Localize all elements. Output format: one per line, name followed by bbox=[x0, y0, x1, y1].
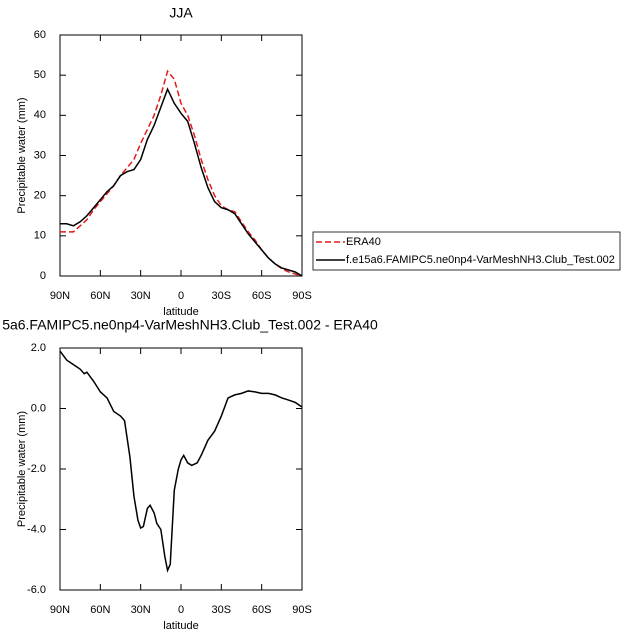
x-axis-label: latitude bbox=[163, 306, 198, 318]
x-tick-label: 60S bbox=[252, 604, 272, 616]
x-axis-label: latitude bbox=[163, 620, 198, 632]
x-tick-label: 60S bbox=[252, 290, 272, 302]
chart-title: JJA bbox=[169, 5, 193, 21]
plot-frame bbox=[59, 34, 303, 277]
y-tick-label: -4.0 bbox=[27, 523, 46, 535]
y-tick-label: -2.0 bbox=[27, 463, 46, 475]
legend-label: ERA40 bbox=[346, 236, 381, 248]
x-tick-label: 30N bbox=[131, 604, 151, 616]
x-tick-label: 90S bbox=[292, 290, 312, 302]
y-tick-label: 0.0 bbox=[31, 402, 46, 414]
y-tick-label: 20 bbox=[34, 190, 46, 202]
y-tick-label: 0 bbox=[40, 270, 46, 282]
y-tick-label: 50 bbox=[34, 69, 46, 81]
legend-label: f.e15a6.FAMIPC5.ne0np4-VarMeshNH3.Club_T… bbox=[346, 254, 615, 266]
x-tick-label: 30N bbox=[131, 290, 151, 302]
x-tick-label: 90S bbox=[292, 604, 312, 616]
x-tick-label: 60N bbox=[90, 290, 110, 302]
data-line bbox=[59, 350, 303, 573]
y-tick-label: 2.0 bbox=[31, 342, 46, 354]
data-line bbox=[60, 69, 303, 277]
x-tick-label: 60N bbox=[90, 604, 110, 616]
y-axis-label: Precipitable water (mm) bbox=[16, 411, 28, 527]
x-tick-label: 90N bbox=[50, 290, 70, 302]
x-tick-label: 0 bbox=[178, 604, 184, 616]
y-tick-label: 40 bbox=[34, 109, 46, 121]
y-tick-label: 60 bbox=[34, 29, 46, 41]
x-tick-label: 30S bbox=[212, 604, 232, 616]
x-tick-label: 0 bbox=[178, 290, 184, 302]
legend-box bbox=[312, 231, 621, 271]
chart-title: 5a6.FAMIPC5.ne0np4-VarMeshNH3.Club_Test.… bbox=[2, 317, 378, 333]
y-tick-label: -6.0 bbox=[27, 584, 46, 596]
x-tick-label: 90N bbox=[50, 604, 70, 616]
y-axis-label: Precipitable water (mm) bbox=[16, 97, 28, 213]
y-tick-label: 30 bbox=[34, 149, 46, 161]
data-line bbox=[60, 87, 303, 277]
x-tick-label: 30S bbox=[212, 290, 232, 302]
y-tick-label: 10 bbox=[34, 230, 46, 242]
